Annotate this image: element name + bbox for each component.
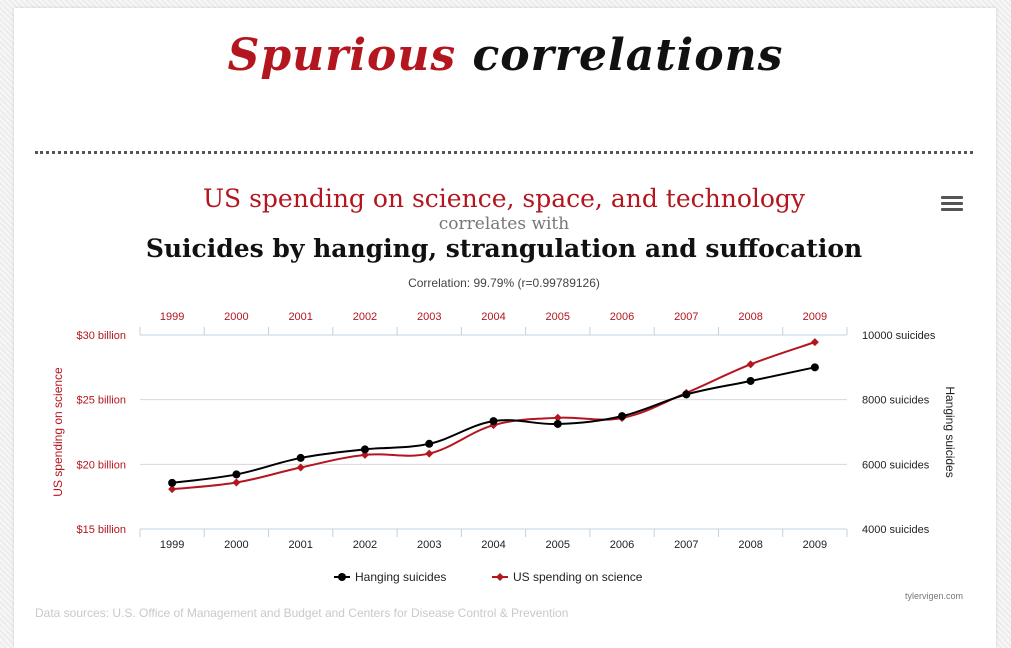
bottom-x-tick-label: 2001 <box>288 539 312 551</box>
data-sources: Data sources: U.S. Office of Management … <box>35 606 569 620</box>
data-point-hanging-suicides <box>810 363 819 372</box>
data-point-hanging-suicides <box>232 470 241 479</box>
site-title: Spurious correlations <box>0 26 1011 86</box>
axes-layer: 1999 1999 2000 2000 2001 2001 2002 2002 2003 2003… <box>51 311 957 551</box>
data-point-hanging-suicides <box>296 453 305 462</box>
chart-connector: correlates with <box>439 214 569 234</box>
top-x-tick-label: 1999 <box>160 311 184 323</box>
credit-label: tylervigen.com <box>905 591 963 601</box>
left-y-tick-label: $30 billion <box>76 330 126 342</box>
data-point-us-spending-on-science <box>168 485 177 494</box>
legend-item-us-spending-on-science[interactable]: US spending on science <box>492 570 643 584</box>
bottom-x-tick-label: 2008 <box>738 539 762 551</box>
bottom-x-tick-label: 1999 <box>160 539 184 551</box>
data-point-hanging-suicides <box>682 390 691 399</box>
right-axis-title: Hanging suicides <box>943 386 957 477</box>
chart-subtitle: Suicides by hanging, strangulation and s… <box>146 234 862 263</box>
right-y-tick-label: 8000 suicides <box>862 395 930 407</box>
data-point-hanging-suicides <box>746 376 755 385</box>
data-point-hanging-suicides <box>489 417 498 426</box>
legend-label-hanging-suicides: Hanging suicides <box>355 570 446 584</box>
top-x-tick-label: 2002 <box>353 311 377 323</box>
data-point-hanging-suicides <box>553 419 562 428</box>
data-point-us-spending-on-science <box>746 360 755 369</box>
content-card <box>14 8 996 648</box>
top-x-tick-label: 2001 <box>288 311 312 323</box>
left-y-tick-label: $25 billion <box>76 395 126 407</box>
left-axis-title: US spending on science <box>51 367 65 497</box>
data-point-us-spending-on-science <box>553 413 562 422</box>
correlation-value: Correlation: 99.79% (r=0.99789126) <box>408 276 600 290</box>
site-title-word2: correlations <box>472 30 784 81</box>
legend-marker-hanging-suicides <box>338 573 346 581</box>
top-x-tick-label: 2007 <box>674 311 698 323</box>
data-point-us-spending-on-science <box>810 338 819 347</box>
top-x-tick-label: 2009 <box>803 311 827 323</box>
data-point-hanging-suicides <box>360 445 369 454</box>
right-y-tick-label: 4000 suicides <box>862 524 930 536</box>
bottom-x-tick-label: 2006 <box>610 539 634 551</box>
left-y-tick-label: $20 billion <box>76 459 126 471</box>
top-x-tick-label: 2004 <box>481 311 505 323</box>
data-point-hanging-suicides <box>168 478 177 487</box>
top-x-tick-label: 2003 <box>417 311 441 323</box>
bottom-x-tick-label: 2004 <box>481 539 505 551</box>
top-x-tick-label: 2005 <box>546 311 570 323</box>
right-y-tick-label: 10000 suicides <box>862 330 936 342</box>
data-point-us-spending-on-science <box>425 449 434 458</box>
bottom-x-tick-label: 2000 <box>224 539 248 551</box>
right-y-tick-label: 6000 suicides <box>862 459 930 471</box>
dotted-divider <box>35 151 973 154</box>
data-point-hanging-suicides <box>425 439 434 448</box>
data-point-us-spending-on-science <box>232 478 241 487</box>
legend-label-us-spending-on-science: US spending on science <box>513 570 643 584</box>
chart-title: US spending on science, space, and techn… <box>203 184 806 213</box>
top-x-tick-label: 2006 <box>610 311 634 323</box>
left-y-tick-label: $15 billion <box>76 524 126 536</box>
bottom-x-tick-label: 2003 <box>417 539 441 551</box>
grid-layer <box>140 334 847 530</box>
bottom-x-tick-label: 2009 <box>803 539 827 551</box>
data-point-us-spending-on-science <box>296 463 305 472</box>
series-layer <box>168 338 819 494</box>
bottom-x-tick-label: 2005 <box>546 539 570 551</box>
data-point-hanging-suicides <box>618 412 627 421</box>
site-title-word1: Spurious <box>227 30 457 81</box>
bottom-x-tick-label: 2002 <box>353 539 377 551</box>
legend-item-hanging-suicides[interactable]: Hanging suicides <box>334 570 446 584</box>
chart-menu-icon[interactable] <box>941 196 963 214</box>
legend[interactable]: Hanging suicides US spending on science <box>334 570 643 584</box>
bottom-x-tick-label: 2007 <box>674 539 698 551</box>
legend-marker-us-spending-on-science <box>496 573 504 581</box>
top-x-tick-label: 2000 <box>224 311 248 323</box>
top-x-tick-label: 2008 <box>738 311 762 323</box>
